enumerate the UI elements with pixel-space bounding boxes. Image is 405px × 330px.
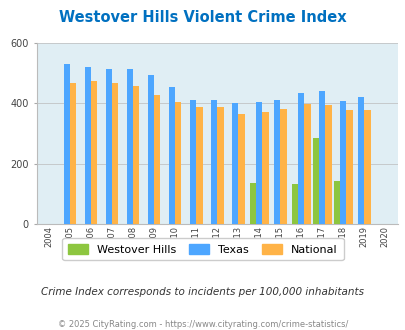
Bar bbox=[312, 138, 318, 224]
Bar bbox=[133, 86, 139, 224]
Bar bbox=[297, 92, 304, 224]
Bar bbox=[345, 110, 352, 224]
Bar bbox=[318, 91, 324, 224]
Text: Westover Hills Violent Crime Index: Westover Hills Violent Crime Index bbox=[59, 10, 346, 25]
Bar bbox=[324, 105, 331, 224]
Bar bbox=[147, 75, 154, 224]
Bar bbox=[154, 95, 160, 224]
Bar bbox=[357, 97, 363, 224]
Text: © 2025 CityRating.com - https://www.cityrating.com/crime-statistics/: © 2025 CityRating.com - https://www.city… bbox=[58, 320, 347, 329]
Legend: Westover Hills, Texas, National: Westover Hills, Texas, National bbox=[62, 238, 343, 260]
Bar bbox=[279, 109, 286, 224]
Bar bbox=[231, 103, 238, 224]
Bar bbox=[304, 104, 310, 224]
Bar bbox=[217, 107, 223, 224]
Bar bbox=[168, 87, 175, 224]
Bar bbox=[196, 107, 202, 224]
Bar bbox=[273, 100, 279, 224]
Bar bbox=[339, 101, 345, 224]
Bar bbox=[91, 81, 97, 224]
Bar bbox=[363, 110, 370, 224]
Bar bbox=[112, 83, 118, 224]
Bar bbox=[249, 182, 256, 224]
Bar bbox=[333, 181, 339, 224]
Text: Crime Index corresponds to incidents per 100,000 inhabitants: Crime Index corresponds to incidents per… bbox=[41, 287, 364, 297]
Bar bbox=[256, 103, 262, 224]
Bar bbox=[262, 112, 268, 224]
Bar bbox=[64, 64, 70, 224]
Bar bbox=[70, 82, 76, 224]
Bar bbox=[126, 69, 133, 224]
Bar bbox=[238, 114, 244, 224]
Bar bbox=[210, 100, 217, 224]
Bar bbox=[175, 103, 181, 224]
Bar bbox=[190, 100, 196, 224]
Bar bbox=[291, 184, 297, 224]
Bar bbox=[85, 67, 91, 224]
Bar bbox=[106, 69, 112, 224]
